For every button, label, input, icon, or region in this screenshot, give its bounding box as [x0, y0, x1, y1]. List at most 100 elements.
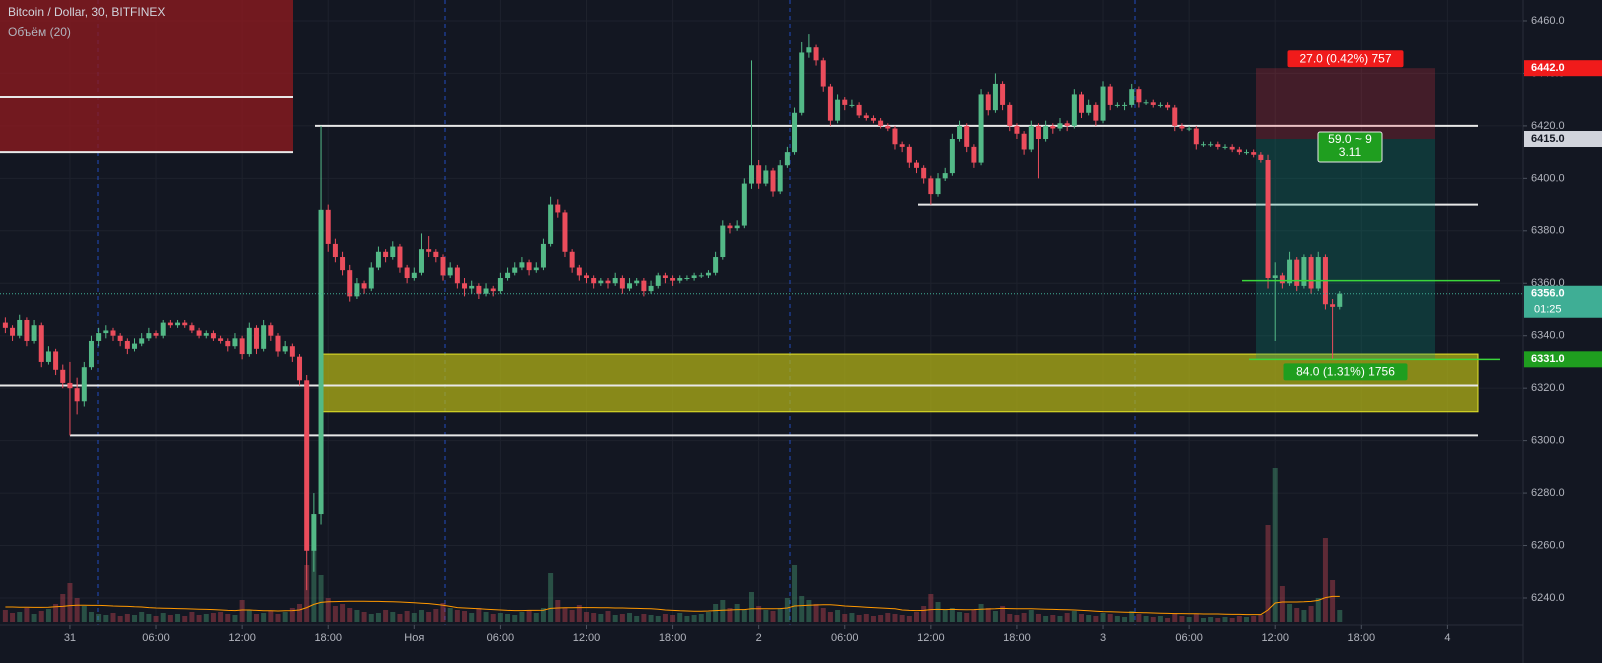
candle-body — [1308, 257, 1314, 289]
volume-bar — [1021, 613, 1027, 622]
stop-label-box — [1287, 50, 1404, 68]
volume-bar — [1057, 616, 1063, 622]
volume-bar — [289, 608, 295, 622]
volume-bar — [627, 613, 633, 622]
target-label: 84.0 (1.31%) 1756 — [1296, 364, 1395, 378]
candle-body — [1014, 125, 1020, 134]
candle-body — [411, 272, 417, 279]
price-label: 6331.0 — [1531, 353, 1565, 365]
volume-bar — [404, 611, 410, 622]
volume-bar — [397, 614, 403, 622]
candle-body — [483, 288, 489, 294]
candle-body — [842, 99, 848, 105]
x-tick-label: 12:00 — [1261, 632, 1289, 644]
candle-body — [1050, 125, 1056, 129]
volume-bar — [727, 608, 733, 622]
volume-bar — [540, 608, 546, 622]
volume-bar — [813, 604, 819, 622]
volume-bar — [275, 614, 281, 622]
candle-body — [289, 346, 295, 357]
candle-body — [24, 319, 30, 341]
volume-bar — [1294, 608, 1300, 622]
volume-bar — [497, 613, 503, 622]
volume-bar — [447, 608, 453, 622]
volume-bar — [835, 610, 841, 622]
x-tick-label: 18:00 — [659, 632, 687, 644]
candle-body — [10, 327, 16, 336]
target-label-box — [1283, 363, 1408, 381]
y-tick-label: 6260.0 — [1531, 539, 1565, 551]
volume-bar — [490, 614, 496, 622]
volume-bar — [1301, 610, 1307, 622]
volume-bar — [856, 615, 862, 622]
volume-bar — [1129, 611, 1135, 622]
candle-body — [605, 280, 611, 284]
candle-body — [232, 338, 238, 347]
candle-body — [1186, 128, 1192, 130]
volume-bar — [196, 615, 202, 622]
candle-body — [548, 204, 554, 244]
volume-bar — [182, 616, 188, 622]
candle-body — [318, 209, 324, 515]
candle-body — [1100, 86, 1106, 121]
volume-bar — [770, 611, 776, 622]
candle-body — [74, 388, 80, 402]
candle-body — [756, 165, 762, 184]
volume-bar — [662, 614, 668, 622]
volume-bar — [318, 575, 324, 622]
volume-bar — [677, 613, 683, 622]
candle-body — [928, 178, 934, 195]
candle-body — [1035, 125, 1041, 140]
candle-body — [914, 162, 920, 168]
volume-bar — [1035, 614, 1041, 622]
candle-body — [727, 225, 733, 229]
volume-bar — [1122, 617, 1128, 622]
candle-body — [268, 325, 274, 336]
volume-bar — [1330, 580, 1336, 622]
price-label: 6442.0 — [1531, 62, 1565, 74]
target-zone — [1256, 139, 1435, 360]
candle-body — [698, 275, 704, 277]
candle-body — [497, 278, 503, 292]
volume-bar — [347, 608, 353, 622]
candle-body — [512, 267, 518, 273]
countdown: 01:25 — [1534, 304, 1562, 316]
volume-bar — [38, 611, 44, 622]
candle-body — [562, 212, 568, 252]
candle-body — [275, 335, 281, 352]
candle-body — [447, 267, 453, 276]
volume-bar — [519, 612, 525, 622]
volume-bar — [261, 613, 267, 622]
candle-body — [469, 285, 475, 289]
volume-bar — [899, 615, 905, 622]
candle-body — [533, 267, 539, 271]
volume-bar — [863, 614, 869, 622]
zone-box — [322, 353, 1479, 413]
price-label-box — [1524, 131, 1602, 148]
volume-bar — [1244, 617, 1250, 622]
candle-body — [899, 144, 905, 147]
candle-body — [784, 152, 790, 166]
x-tick-label: 12:00 — [573, 632, 601, 644]
price-label-box — [1524, 285, 1602, 318]
volume-bar — [870, 616, 876, 622]
candle-body — [806, 47, 812, 53]
candle-body — [476, 285, 482, 294]
candle-body — [583, 275, 589, 279]
volume-bar — [167, 615, 173, 622]
candle-body — [1157, 104, 1163, 106]
volume-bar — [799, 596, 805, 622]
candle-body — [332, 243, 338, 258]
y-tick-label: 6460.0 — [1531, 15, 1565, 27]
volume-bar — [555, 600, 561, 622]
volume-bar — [612, 615, 618, 622]
candle-body — [60, 369, 66, 383]
candle-body — [418, 249, 424, 273]
volume-bar — [1150, 617, 1156, 622]
volume-bar — [1086, 615, 1092, 622]
candle-body — [1007, 104, 1013, 126]
price-axis — [1523, 0, 1602, 663]
candle-body — [110, 330, 116, 336]
volume-bar — [418, 610, 424, 622]
volume-bar — [340, 604, 346, 622]
